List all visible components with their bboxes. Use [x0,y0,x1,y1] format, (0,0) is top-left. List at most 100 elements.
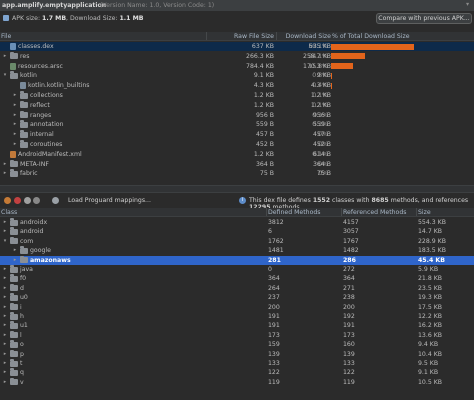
collapsed-arrow-icon[interactable]: ▸ [3,350,7,357]
collapsed-arrow-icon[interactable]: ▸ [3,313,7,319]
file-row[interactable]: ▸ annotation 559 B 559 B 0.1% [0,120,474,129]
class-row[interactable]: ▸ d 264 271 23.5 KB [0,283,474,293]
collapsed-arrow-icon[interactable]: ▸ [13,247,17,254]
collapsed-arrow-icon[interactable]: ▸ [3,266,7,272]
window-control-icon[interactable]: ▾ [466,1,470,8]
collapsed-arrow-icon[interactable]: ▸ [13,111,17,118]
file-row[interactable]: ▾ kotlin 9.1 KB 9 KB 0.8% [0,71,474,80]
file-name: ranges [30,111,52,119]
class-row[interactable]: ▸ p 139 139 10.4 KB [0,349,474,359]
expanded-arrow-icon[interactable]: ▾ [3,237,7,244]
collapsed-arrow-icon[interactable]: ▸ [3,360,7,366]
collapsed-arrow-icon[interactable]: ▸ [13,121,17,128]
class-row[interactable]: ▸ androidx 3812 4157 554.3 KB [0,218,474,227]
package-icon [20,246,28,254]
class-row[interactable]: ▸ u1 191 191 16.2 KB [0,321,474,330]
file-name: coroutines [30,141,63,148]
expanded-arrow-icon[interactable]: ▾ [3,72,7,79]
file-name-cell: ▸ collections [12,91,63,100]
raw-size: 9.1 KB [253,72,274,80]
class-size: 12.2 KB [418,313,443,320]
class-row[interactable]: ▸ i 200 200 17.5 KB [0,302,474,312]
percent-value: 0.1% [312,101,328,109]
file-row[interactable]: AndroidManifest.xml 1.2 KB 614 B 0.1% [0,150,474,159]
collapsed-arrow-icon[interactable]: ▸ [13,101,17,108]
compare-button[interactable]: Compare with previous APK... [376,12,472,24]
class-row[interactable]: ▸ amazonaws 281 286 45.4 KB [0,255,474,265]
class-row[interactable]: ▸ q 122 122 9.1 KB [0,368,474,377]
col-class[interactable]: Class [1,209,18,216]
collapsed-arrow-icon[interactable]: ▸ [13,256,17,263]
file-row[interactable]: resources.arsc 784.4 KB 170.3 KB 15.8% [0,62,474,71]
file-row[interactable]: classes.dex 637 KB 635 KB 59.1% [0,42,474,52]
load-icon[interactable] [52,196,59,204]
collapsed-arrow-icon[interactable]: ▸ [13,92,17,98]
collapsed-arrow-icon[interactable]: ▸ [13,141,17,147]
class-row[interactable]: ▸ o 159 160 9.4 KB [0,340,474,349]
settings-icon[interactable] [33,196,40,204]
collapsed-arrow-icon[interactable]: ▸ [3,228,7,235]
defined-methods: 237 [268,294,280,302]
package-icon [10,349,18,358]
raw-size: 364 B [255,160,274,168]
collapsed-arrow-icon[interactable]: ▸ [3,160,7,167]
split-divider[interactable] [0,185,474,193]
class-row[interactable]: ▸ u0 237 238 19.3 KB [0,293,474,302]
refresh-icon[interactable] [14,196,21,204]
col-download-size[interactable]: Download Size [285,33,331,40]
class-row[interactable]: ▸ l 173 173 13.6 KB [0,330,474,340]
folder-icon [20,100,28,109]
class-row[interactable]: ▸ android 6 3057 14.7 KB [0,227,474,236]
file-row[interactable]: ▸ internal 457 B 457 B 0% [0,130,474,139]
collapsed-arrow-icon[interactable]: ▸ [3,341,7,348]
collapsed-arrow-icon[interactable]: ▸ [3,52,7,59]
file-row[interactable]: kotlin.kotlin_builtins 4.3 KB 4.3 KB 0.4% [0,81,474,90]
class-row[interactable]: ▸ f0 364 364 21.8 KB [0,274,474,283]
load-proguard-button[interactable]: Load Proguard mappings... [68,197,151,204]
collapsed-arrow-icon[interactable]: ▸ [3,369,7,376]
collapsed-arrow-icon[interactable]: ▸ [3,322,7,329]
package-name: d [20,284,24,292]
file-row[interactable]: ▸ ranges 956 B 956 B 0.1% [0,110,474,120]
folder-icon [20,110,28,119]
file-row[interactable]: ▸ res 266.3 KB 258.7 KB 24.1% [0,51,474,61]
package-name: v [20,378,24,386]
collapsed-arrow-icon[interactable]: ▸ [3,303,7,310]
collapsed-arrow-icon[interactable]: ▸ [3,294,7,301]
file-row[interactable]: ▸ reflect 1.2 KB 1.2 KB 0.1% [0,100,474,110]
class-row[interactable]: ▸ t 133 133 9.5 KB [0,359,474,368]
col-percent[interactable]: % of Total Download Size [332,33,410,40]
col-referenced-methods[interactable]: Referenced Methods [343,209,407,216]
info-icon: i [239,196,246,204]
file-row[interactable]: ▸ META-INF 364 B 364 B 0% [0,159,474,169]
class-size: 9.1 KB [418,369,439,377]
class-row[interactable]: ▸ google 1481 1482 183.5 KB [0,246,474,255]
class-row[interactable]: ▸ v 119 119 10.5 KB [0,377,474,387]
col-size[interactable]: Size [418,209,431,216]
file-row[interactable]: ▸ fabric 75 B 75 B 0% [0,169,474,178]
class-row[interactable]: ▾ com 1762 1767 228.9 KB [0,236,474,246]
collapsed-arrow-icon[interactable]: ▸ [3,219,7,225]
class-name-cell: ▸ t [2,359,22,368]
filter-icon[interactable] [4,196,11,204]
collapsed-arrow-icon[interactable]: ▸ [3,170,7,177]
collapsed-arrow-icon[interactable]: ▸ [3,275,7,282]
class-row[interactable]: ▸ h 191 192 12.2 KB [0,312,474,321]
collapsed-arrow-icon[interactable]: ▸ [13,131,17,138]
collapsed-arrow-icon[interactable]: ▸ [3,284,7,291]
defined-methods: 133 [268,360,280,367]
collapsed-arrow-icon[interactable]: ▸ [3,331,7,338]
class-size: 9.5 KB [418,360,439,367]
file-row[interactable]: ▸ coroutines 452 B 452 B 0% [0,140,474,149]
col-raw-size[interactable]: Raw File Size [233,33,274,40]
col-file[interactable]: File [1,33,12,40]
class-row[interactable]: ▸ java 0 272 5.9 KB [0,265,474,274]
download-size: 9 KB [316,72,331,80]
percent-value: 0.1% [312,111,328,119]
method-icon[interactable] [24,196,31,204]
package-name: p [20,350,24,358]
package-name: java [20,266,33,273]
col-defined-methods[interactable]: Defined Methods [268,209,321,216]
collapsed-arrow-icon[interactable]: ▸ [3,378,7,385]
file-row[interactable]: ▸ collections 1.2 KB 1.2 KB 0.1% [0,91,474,100]
